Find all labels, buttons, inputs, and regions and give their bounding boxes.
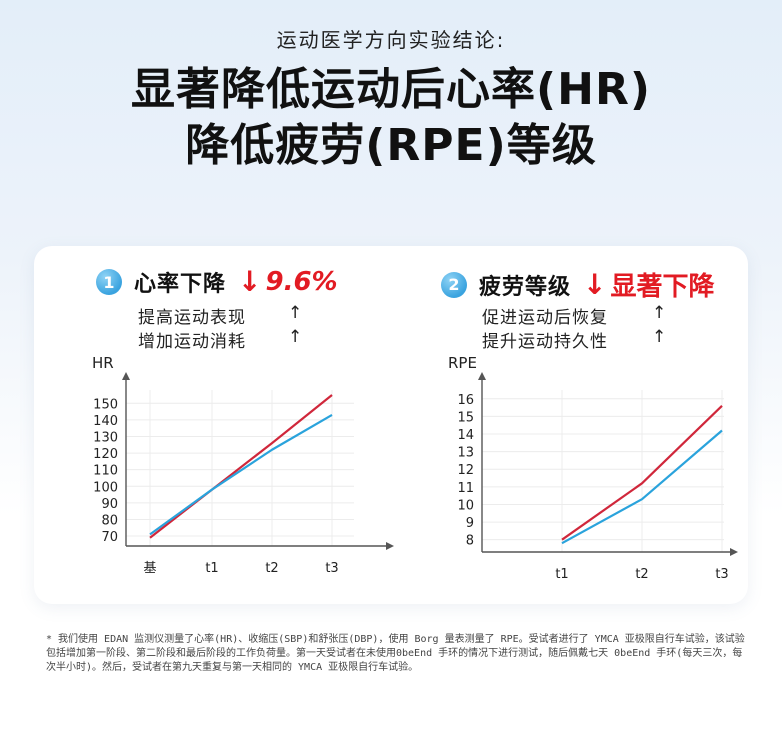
rpe-line-chart: RPE 8 9 10 11 12 13 14 15 16 t1 t2 t3 <box>448 354 738 582</box>
y-tick-label: 15 <box>457 410 474 425</box>
panel-2-benefit-1: 促进运动后恢复 ↑ <box>482 303 666 328</box>
panel-2-header: 2 疲劳等级 ↓ 显著下降 <box>441 266 715 303</box>
panel-2-stat: 显著下降 <box>610 272 715 302</box>
x-axis-arrow <box>386 542 394 550</box>
y-axis-label: HR <box>92 354 114 372</box>
x-tick-label: t1 <box>205 561 218 576</box>
y-tick-label: 14 <box>457 428 474 443</box>
panel-2-title: 疲劳等级 <box>479 274 572 300</box>
panel-2-down-arrow: ↓ <box>583 267 607 301</box>
benefit-text: 增加运动消耗 <box>138 332 246 352</box>
y-tick-label: 11 <box>457 481 474 496</box>
results-card: 1 心率下降 ↓ 9.6% 提高运动表现 ↑ 增加运动消耗 ↑ 2 疲劳等级 ↓… <box>34 246 748 604</box>
headline-line-1: 显著降低运动后心率(HR) <box>131 64 651 115</box>
benefit-text: 促进运动后恢复 <box>482 308 608 328</box>
eyebrow-text: 运动医学方向实验结论: <box>276 28 506 52</box>
y-tick-label: 100 <box>93 480 118 495</box>
panel-1-header: 1 心率下降 ↓ 9.6% <box>96 266 338 298</box>
benefit-text: 提高运动表现 <box>138 308 246 328</box>
y-tick-label: 120 <box>93 447 118 462</box>
y-tick-label: 13 <box>457 446 474 461</box>
y-tick-label: 110 <box>93 464 118 479</box>
y-tick-label: 9 <box>466 516 474 531</box>
y-tick-label: 140 <box>93 414 118 429</box>
y-tick-label: 70 <box>101 530 118 545</box>
x-axis-arrow <box>730 548 738 556</box>
y-tick-label: 8 <box>466 534 474 549</box>
footnote: * 我们使用 EDAN 监测仪测量了心率(HR)、收缩压(SBP)和舒张压(DB… <box>46 634 745 673</box>
y-tick-label: 16 <box>457 393 474 408</box>
x-tick-label: t2 <box>265 561 278 576</box>
series-line-1 <box>561 405 723 541</box>
x-tick-label: t1 <box>555 567 568 582</box>
up-arrow-icon: ↑ <box>652 327 668 347</box>
x-tick-label: t2 <box>635 567 648 582</box>
x-tick-label: 基 <box>143 561 156 576</box>
y-axis-label: RPE <box>448 354 477 372</box>
y-tick-label: 10 <box>457 498 474 513</box>
up-arrow-icon: ↑ <box>288 303 304 323</box>
panel-2-benefit-2: 提升运动持久性 ↑ <box>482 327 666 352</box>
y-tick-label: 150 <box>93 397 118 412</box>
series-line-2 <box>561 429 723 545</box>
panel-1-stat: 9.6% <box>265 267 338 297</box>
series-line-2 <box>149 413 333 536</box>
up-arrow-icon: ↑ <box>652 303 668 323</box>
y-axis-arrow <box>478 372 486 380</box>
panel-1-title: 心率下降 <box>134 272 227 297</box>
y-tick-label: 12 <box>457 463 474 478</box>
panel-1-down-arrow: ↓ <box>238 265 262 298</box>
y-axis-arrow <box>122 372 130 380</box>
x-tick-label: t3 <box>715 567 728 582</box>
headline: 显著降低运动后心率(HR) 降低疲劳(RPE)等级 <box>0 62 782 174</box>
panel-2-number-badge: 2 <box>441 271 467 298</box>
panel-1-benefit-2: 增加运动消耗 ↑ <box>138 327 302 352</box>
panel-1-benefit-1: 提高运动表现 ↑ <box>138 303 302 328</box>
y-tick-label: 80 <box>101 513 118 528</box>
benefit-text: 提升运动持久性 <box>482 332 608 352</box>
x-tick-label: t3 <box>325 561 338 576</box>
series-line-1 <box>149 394 333 539</box>
y-tick-label: 130 <box>93 430 118 445</box>
panel-1-number-badge: 1 <box>96 269 122 295</box>
headline-line-2: 降低疲劳(RPE)等级 <box>185 120 597 171</box>
up-arrow-icon: ↑ <box>288 327 304 347</box>
y-tick-label: 90 <box>101 497 118 512</box>
